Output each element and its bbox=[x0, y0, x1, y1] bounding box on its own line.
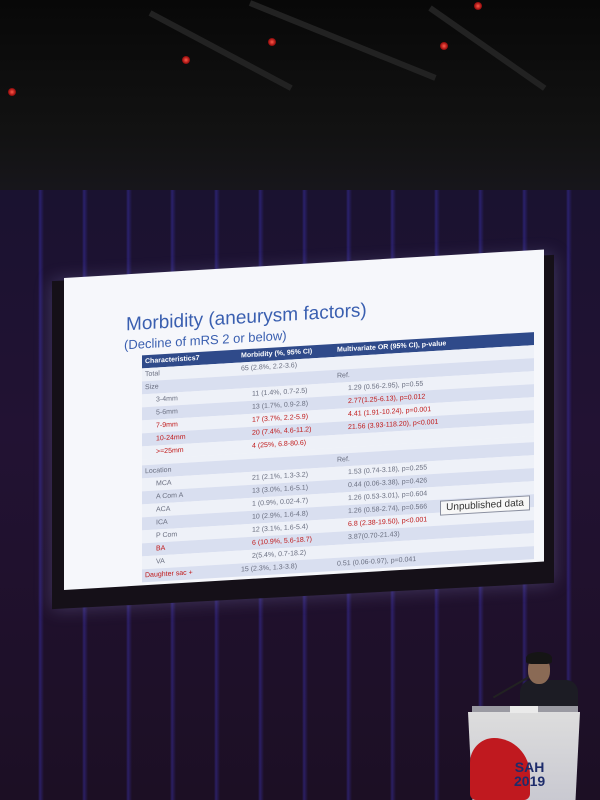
podium-logo: SAH 2019 bbox=[514, 760, 545, 788]
projected-slide: Morbidity (aneurysm factors) (Decline of… bbox=[64, 249, 544, 591]
ceiling-light bbox=[440, 42, 448, 50]
speaker-hair bbox=[526, 652, 552, 664]
ceiling-light bbox=[268, 38, 276, 46]
ceiling-beam bbox=[148, 10, 293, 91]
podium-logo-line1: SAH bbox=[514, 759, 545, 775]
ceiling-light bbox=[8, 88, 16, 96]
ceiling-light bbox=[182, 56, 190, 64]
ceiling-beam bbox=[248, 0, 437, 81]
speaker-name-card bbox=[510, 706, 538, 713]
ceiling-light bbox=[474, 2, 482, 10]
podium-logo-line2: 2019 bbox=[514, 773, 546, 789]
ceiling bbox=[0, 0, 600, 220]
results-table: Characteristics7 Morbidity (%, 95% CI) M… bbox=[142, 332, 534, 583]
table-body: Total 65 (2.8%, 2.2-3.6) Size Ref. 3-4mm 11 (… bbox=[142, 345, 534, 583]
